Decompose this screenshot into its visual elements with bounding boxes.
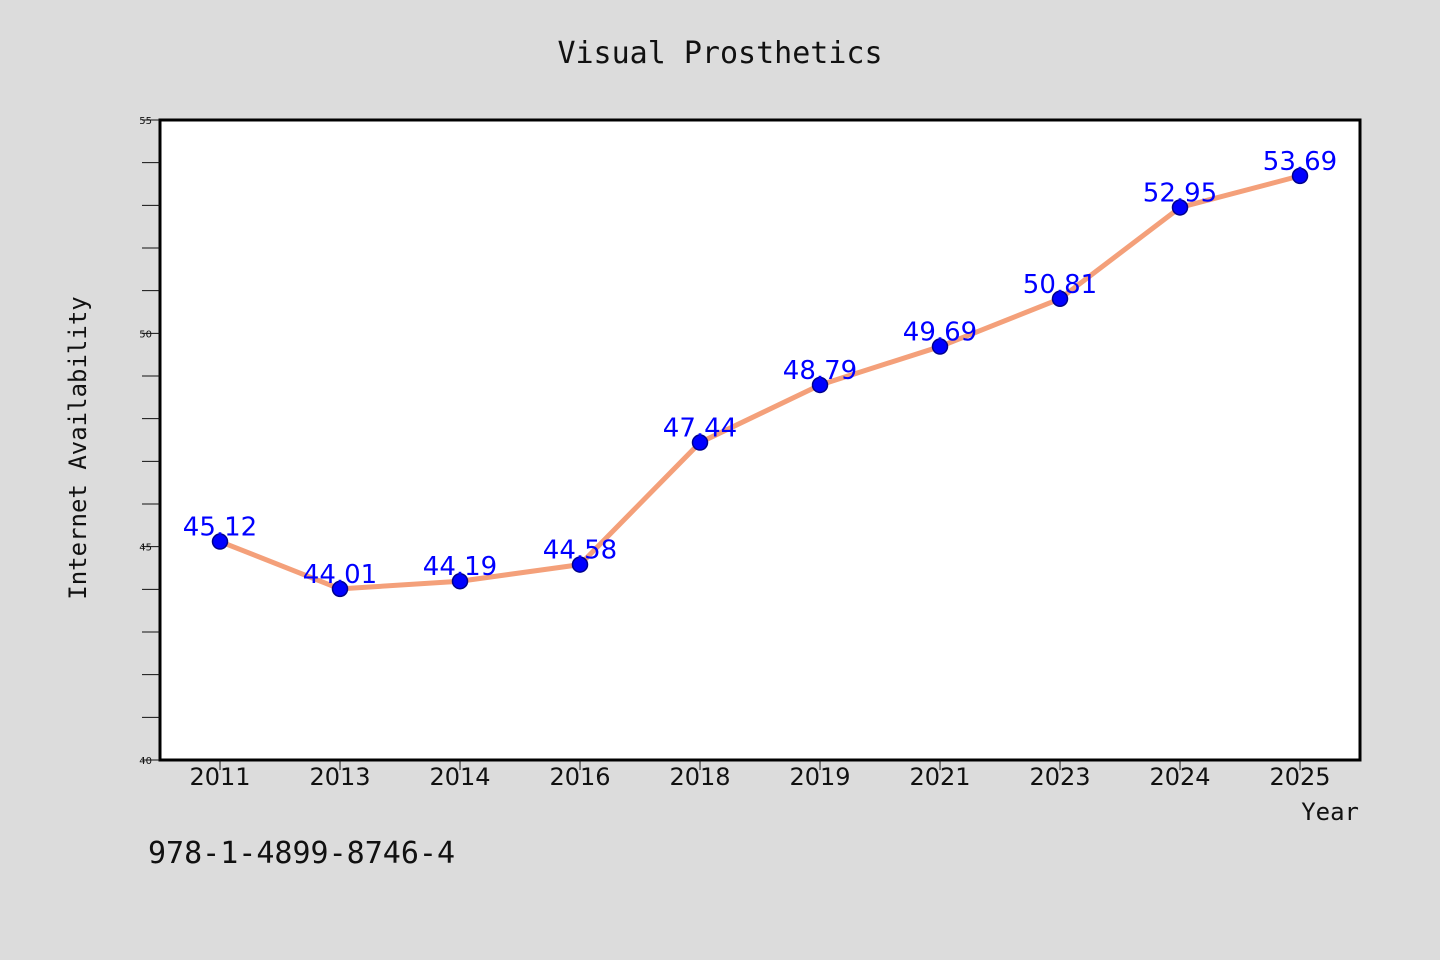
x-tick-label: 2025 [1269,763,1330,791]
data-point [1291,167,1309,185]
data-label: 47.44 [663,414,737,444]
y-tick-label: 55 [139,116,152,127]
y-tick-label: 40 [139,756,152,767]
data-label: 44.01 [303,560,377,590]
data-label: 49.69 [903,318,977,348]
x-tick-label: 2018 [669,763,730,791]
footer-code: 978-1-4899-8746-4 [148,836,455,871]
x-tick-label: 2023 [1029,763,1090,791]
data-point [811,376,829,394]
plot-area [158,118,1362,762]
x-axis-label: Year [1301,798,1359,826]
data-label: 48.79 [783,356,857,386]
x-tick-label: 2013 [309,763,370,791]
data-label: 50.81 [1023,270,1097,300]
data-point [931,338,949,355]
y-axis-ticks: 40 45 50 55 [139,116,160,767]
data-point [1051,290,1069,308]
x-axis-ticks: 2011 2013 2014 2016 2018 2019 2021 2023 2024 2025 [189,760,1331,791]
data-markers [211,167,1309,598]
x-tick-label: 2019 [789,763,850,791]
data-point [211,533,229,550]
data-label: 44.58 [543,536,617,566]
data-label: 45.12 [183,513,257,543]
x-tick-label: 2016 [549,763,610,791]
x-tick-label: 2021 [909,763,970,791]
series-line-group [217,173,1303,592]
data-point [331,580,349,598]
data-point [451,572,469,590]
data-point [691,434,709,451]
data-label: 44.19 [423,552,497,582]
x-tick-label: 2014 [429,763,490,791]
x-tick-label: 2024 [1149,763,1210,791]
y-tick-label: 45 [139,543,152,554]
y-tick-label: 50 [139,329,152,340]
data-labels: 45.12 44.01 44.19 44.58 47.44 48.79 49.69 50.81… [183,147,1337,590]
series-line [217,173,1303,592]
data-label: 52.95 [1143,178,1217,208]
data-point [1171,199,1189,216]
x-tick-label: 2011 [189,763,250,791]
chart-title: Visual Prosthetics [557,36,882,71]
data-label: 53.69 [1263,147,1337,177]
data-point [571,556,589,573]
y-axis-label: Internet Availability [64,296,92,599]
